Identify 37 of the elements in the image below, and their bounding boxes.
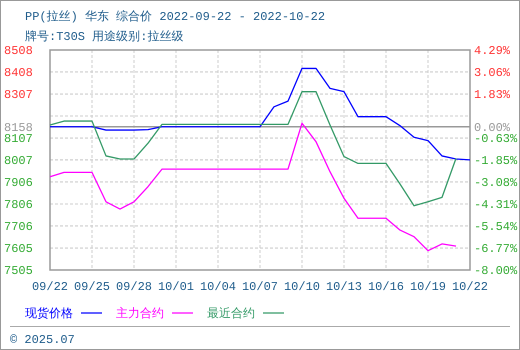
y-tick-label: 7806 bbox=[4, 198, 33, 212]
y2-tick-label: 4.29% bbox=[474, 44, 511, 58]
y-tick-label: 8408 bbox=[4, 66, 33, 80]
y-tick-label: 7605 bbox=[4, 242, 33, 256]
chart-title: PP(拉丝) 华东 综合价 2022-09-22 - 2022-10-22 bbox=[25, 9, 326, 24]
y-tick-label: 7906 bbox=[4, 176, 33, 190]
chart-subtitle: 牌号:T30S 用途级别:拉丝级 bbox=[25, 30, 184, 44]
legend-label: 最近合约 bbox=[207, 307, 255, 321]
text: © 2025.07 bbox=[10, 333, 75, 347]
y2-tick-label: -1.85% bbox=[474, 154, 518, 168]
y2-tick-label: -5.54% bbox=[474, 220, 518, 234]
y2-tick-label: -8.00% bbox=[474, 264, 518, 278]
x-tick-label: 09/28 bbox=[116, 280, 152, 294]
x-tick-label: 10/04 bbox=[200, 280, 236, 294]
x-tick-label: 10/19 bbox=[410, 280, 446, 294]
y2-tick-label: 3.06% bbox=[474, 66, 511, 80]
x-tick-label: 09/22 bbox=[32, 280, 68, 294]
x-tick-label: 10/10 bbox=[284, 280, 320, 294]
x-tick-label: 09/25 bbox=[74, 280, 110, 294]
legend-label: 主力合约 bbox=[116, 306, 164, 321]
x-tick-label: 10/22 bbox=[452, 280, 488, 294]
x-tick-label: 10/01 bbox=[158, 280, 194, 294]
y2-tick-label: -6.77% bbox=[474, 242, 518, 256]
y-tick-label: 8307 bbox=[4, 88, 33, 102]
y-tick-label: 8007 bbox=[4, 154, 33, 168]
y2-tick-label: -3.08% bbox=[474, 176, 518, 190]
y-tick-label: 7505 bbox=[4, 264, 33, 278]
y-tick-label: 7706 bbox=[4, 220, 33, 234]
legend-label: 现货价格 bbox=[25, 307, 73, 321]
x-tick-label: 10/13 bbox=[326, 280, 362, 294]
y2-tick-label: -4.31% bbox=[474, 198, 518, 212]
y-tick-label: 8508 bbox=[4, 44, 33, 58]
x-tick-label: 10/07 bbox=[242, 280, 278, 294]
y2-tick-label: 1.83% bbox=[474, 88, 511, 102]
x-tick-label: 10/16 bbox=[368, 280, 404, 294]
y2-tick-label: 0.00% bbox=[474, 120, 511, 135]
y2-tick-label: -0.63% bbox=[474, 132, 518, 146]
